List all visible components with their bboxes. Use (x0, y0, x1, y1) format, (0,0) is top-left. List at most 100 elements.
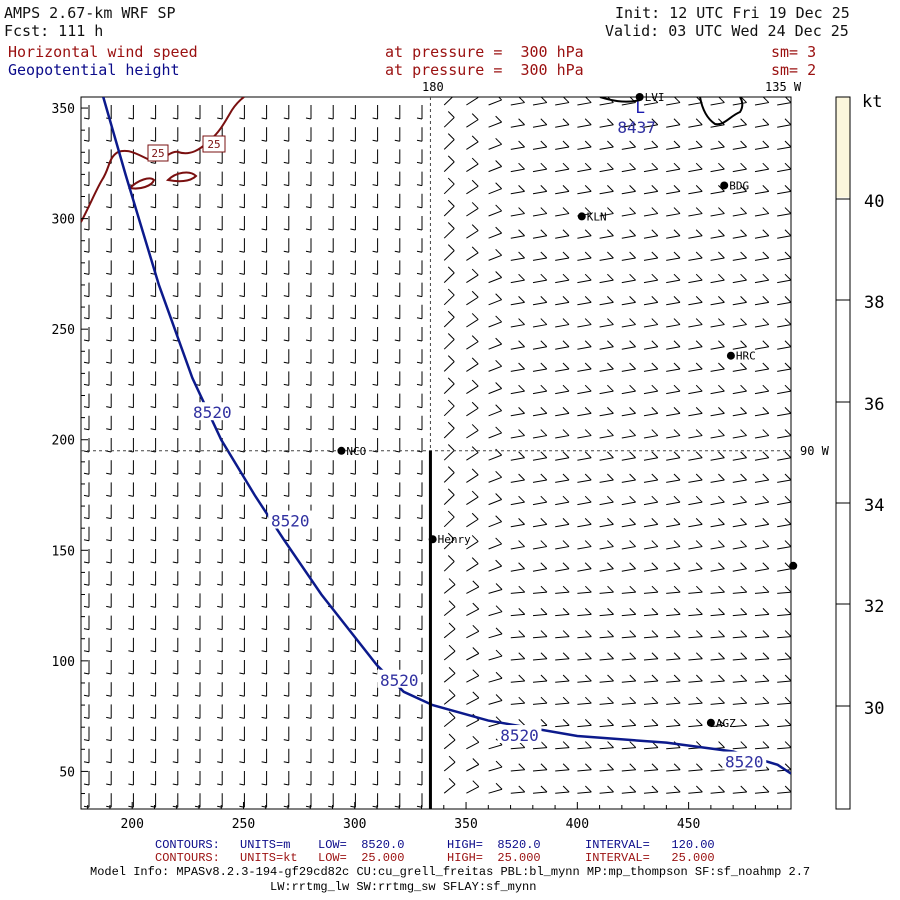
wind-barb-feather (194, 228, 201, 231)
wind-barb-shaft (777, 479, 791, 483)
wind-barb-shaft (510, 457, 525, 461)
wind-barb-shaft (443, 97, 454, 106)
wind-barb-feather (194, 716, 201, 719)
wind-barb-feather (540, 719, 548, 726)
plot-frame (80, 96, 792, 810)
wind-barb-feather (150, 672, 156, 675)
wind-barb-shaft (466, 208, 479, 217)
wind-barb-feather (328, 161, 334, 164)
wind-barb-shaft (466, 385, 479, 395)
wind-barb-feather (350, 139, 356, 142)
field2-level: at pressure = 300 hPa (385, 61, 584, 79)
wind-barb-feather (194, 317, 201, 320)
wind-barb-feather (172, 472, 178, 475)
wind-barb-shaft (577, 301, 592, 306)
wind-barb-feather (416, 694, 423, 697)
wind-barb-feather (540, 429, 548, 436)
wind-barb-feather (673, 473, 681, 481)
footer-contours1-high: HIGH= 8520.0 (447, 838, 541, 852)
wind-barb-feather (472, 647, 480, 654)
wind-barb-shaft (732, 412, 747, 417)
wind-barb-shaft (688, 324, 703, 328)
wind-barb-feather (283, 339, 289, 342)
wind-barb-feather (540, 362, 548, 370)
wind-barb-feather (150, 139, 156, 142)
wind-barb-feather (718, 473, 725, 481)
wind-barb-feather (584, 407, 592, 414)
wind-barb-shaft (443, 739, 456, 750)
wind-barb-feather (194, 184, 201, 187)
wind-barb-feather (562, 318, 570, 325)
wind-barb-feather (673, 451, 681, 459)
wind-barb-shaft (555, 146, 570, 150)
wind-barb-feather (584, 630, 592, 637)
wind-barb-shaft (777, 501, 791, 506)
wind-barb-feather (695, 674, 703, 682)
wind-barb-feather (762, 407, 770, 414)
wind-barb-feather (540, 185, 548, 192)
wind-barb-shaft (643, 613, 658, 617)
wind-barb-feather (239, 250, 245, 253)
wind-barb-shaft (732, 636, 747, 639)
wind-barb-feather (584, 140, 592, 148)
wind-barb-feather (740, 162, 747, 170)
wind-barb-feather (394, 406, 400, 409)
wind-barb-feather (394, 228, 400, 231)
wind-barb-feather (305, 672, 312, 675)
wind-barb-feather (328, 583, 334, 586)
wind-barb-feather (328, 472, 334, 475)
wind-barb-shaft (732, 168, 747, 173)
wind-barb-feather (518, 318, 525, 325)
wind-barb-shaft (555, 346, 570, 350)
wind-barb-feather (217, 628, 223, 631)
wind-barb-feather (471, 335, 479, 342)
wind-barb-feather (562, 251, 570, 259)
wind-barb-feather (283, 228, 289, 231)
footer-model-info-2: LW:rrtmg_lw SW:rrtmg_sw SFLAY:sf_mynn (270, 880, 537, 894)
wind-barb-feather (150, 295, 156, 298)
wind-barb-shaft (466, 430, 479, 439)
wind-barb-feather (784, 473, 791, 481)
wind-barb-feather (128, 494, 134, 497)
wind-barb-shaft (777, 636, 791, 639)
wind-barb-feather (651, 630, 659, 637)
wind-barb-shaft (466, 630, 480, 639)
wind-barb-shaft (532, 769, 547, 772)
wind-barb-shaft (532, 523, 547, 528)
wind-barb-feather (695, 585, 703, 593)
wind-barb-shaft (488, 232, 502, 239)
wind-barb-feather (394, 517, 400, 520)
wind-barb-shaft (443, 561, 455, 572)
wind-barb-shaft (777, 724, 791, 728)
wind-barb-feather (239, 628, 245, 631)
wind-barb-shaft (643, 301, 658, 306)
wind-barb-feather (695, 652, 703, 660)
wind-barb-shaft (710, 213, 725, 217)
wind-barb-feather (150, 694, 156, 697)
wind-barb-feather (718, 185, 725, 192)
wind-barb-feather (150, 250, 156, 253)
wind-barb-feather (629, 741, 637, 748)
wind-barb-feather (261, 650, 267, 653)
wind-barb-shaft (754, 479, 769, 483)
model-title: AMPS 2.67-km WRF SP (4, 4, 176, 22)
wind-barb-feather (518, 540, 525, 547)
wind-barb-feather (562, 384, 570, 392)
wind-barb-feather (498, 97, 502, 101)
wind-barb-feather (607, 719, 614, 726)
wind-barb-feather (172, 494, 178, 497)
wind-barb-feather (740, 630, 748, 637)
wind-barb-feather (629, 384, 636, 392)
wind-barb-shaft (710, 324, 725, 328)
wind-barb-feather (239, 517, 245, 520)
wind-barb-feather (495, 359, 502, 367)
wind-barb-shaft (577, 324, 592, 328)
wind-barb-shaft (443, 383, 455, 394)
wind-barb-shaft (599, 636, 614, 639)
wind-barb-feather (718, 741, 725, 748)
wind-barb-feather (283, 161, 289, 164)
wind-barb-shaft (666, 213, 681, 217)
wind-barb-feather (416, 161, 423, 164)
wind-barb-shaft (488, 766, 503, 772)
wind-barb-feather (562, 608, 570, 615)
